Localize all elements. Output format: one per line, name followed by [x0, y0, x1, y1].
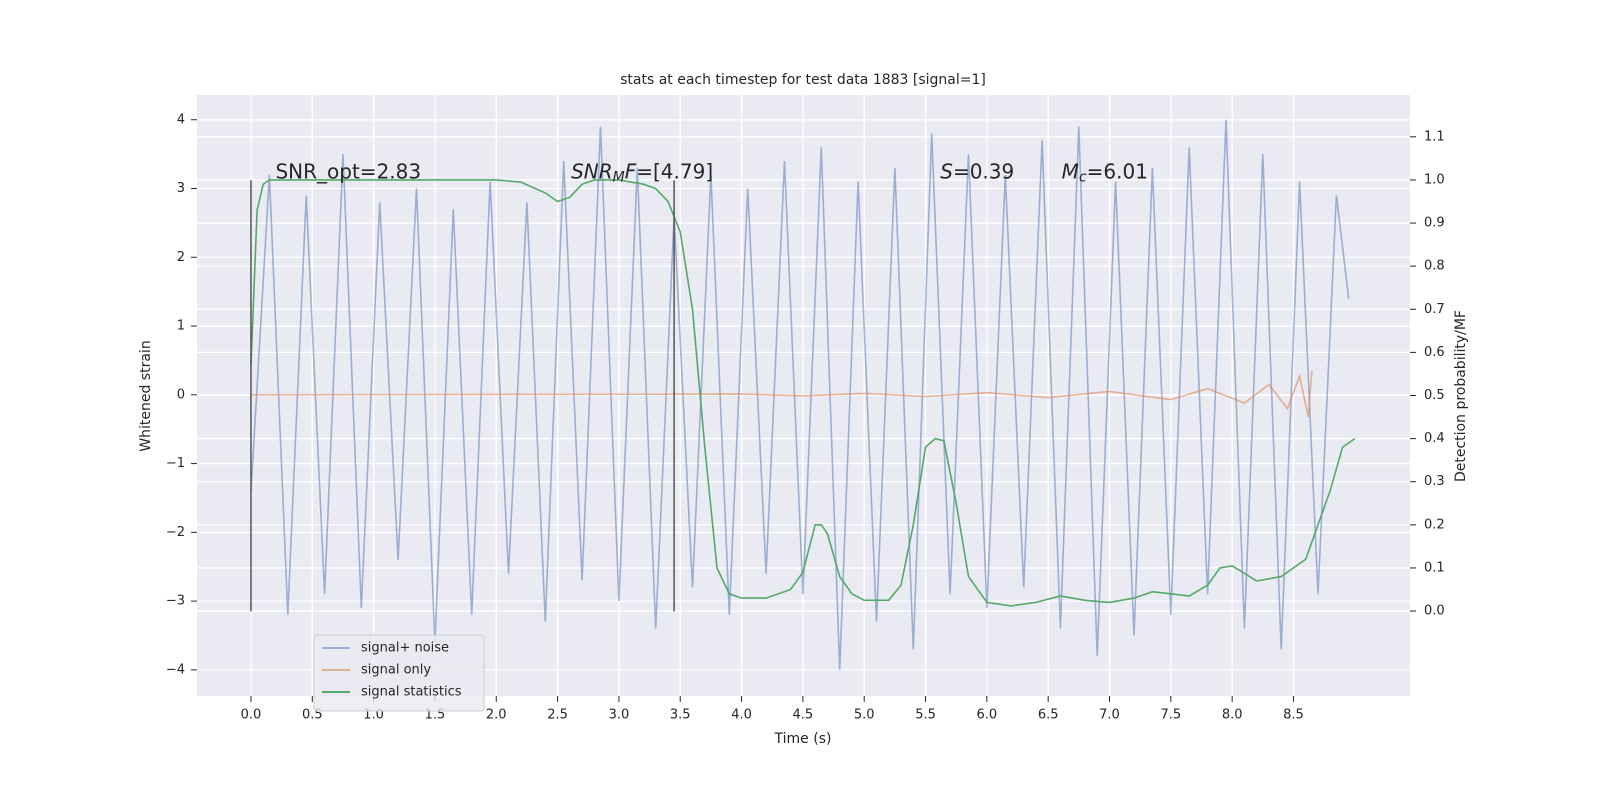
- y2-tick-label: 0.1: [1424, 560, 1445, 575]
- legend-box: [313, 634, 485, 712]
- y2-tick-label: 1.1: [1424, 129, 1445, 144]
- y2-tick-label: 0.0: [1424, 604, 1445, 619]
- annotation-part: M: [613, 170, 625, 186]
- x-tick-label: 7.5: [1160, 708, 1181, 723]
- annotation: SNR_opt=2.83: [275, 159, 421, 183]
- legend-label: signal only: [361, 663, 431, 678]
- x-axis-label: Time (s): [774, 731, 832, 747]
- annotation-part: S: [940, 159, 953, 183]
- legend-label: signal+ noise: [361, 641, 449, 656]
- x-tick-label: 3.0: [609, 708, 630, 723]
- x-tick-label: 2.5: [547, 708, 568, 723]
- x-tick-label: 0.0: [241, 708, 262, 723]
- y2-tick-label: 0.7: [1424, 302, 1445, 317]
- y2-tick-label: 0.4: [1424, 431, 1445, 446]
- y2-tick-label: 0.5: [1424, 388, 1445, 403]
- chart-title: stats at each timestep for test data 188…: [620, 72, 986, 88]
- x-tick-label: 4.5: [793, 708, 814, 723]
- y-tick-label: 4: [177, 112, 185, 127]
- y2-tick-label: 0.8: [1424, 259, 1445, 274]
- x-tick-label: 5.0: [854, 708, 875, 723]
- x-tick-label: 2.0: [486, 708, 507, 723]
- y-tick-label: −1: [166, 456, 185, 471]
- y-tick-label: 3: [177, 181, 185, 196]
- annotation: Mc=6.01: [1062, 159, 1148, 186]
- annotation-part: SNR: [571, 159, 613, 183]
- y2-tick-label: 0.6: [1424, 345, 1445, 360]
- y-tick-label: −2: [166, 525, 185, 540]
- annotation: S=0.39: [940, 159, 1014, 183]
- x-tick-label: 6.0: [977, 708, 998, 723]
- y-tick-label: −3: [166, 594, 185, 609]
- annotation-part: M: [1062, 159, 1079, 183]
- annotation-part: c: [1079, 170, 1087, 186]
- y2-tick-label: 0.9: [1424, 216, 1445, 231]
- series-line: [250, 370, 1313, 417]
- y-tick-label: −4: [166, 662, 185, 677]
- series-line: [250, 179, 1356, 607]
- x-tick-label: 3.5: [670, 708, 691, 723]
- annotation: SNRMF=[4.79]: [571, 159, 713, 186]
- x-tick-label: 5.5: [915, 708, 936, 723]
- y2-tick-label: 0.3: [1424, 474, 1445, 489]
- x-tick-label: 7.0: [1099, 708, 1120, 723]
- annotation-part: F: [625, 159, 637, 183]
- x-tick-label: 4.0: [731, 708, 752, 723]
- annotation-part: =[4.79]: [636, 159, 713, 183]
- y2-tick-label: 0.2: [1424, 517, 1445, 532]
- annotation-part: SNR_opt=2.83: [275, 159, 421, 183]
- x-tick-label: 6.5: [1038, 708, 1059, 723]
- annotation-part: =0.39: [953, 159, 1014, 183]
- x-tick-label: 8.0: [1222, 708, 1243, 723]
- y-tick-label: 0: [177, 387, 185, 402]
- y-axis-label: Whitened strain: [138, 340, 154, 451]
- y2-tick-label: 1.0: [1424, 172, 1445, 187]
- x-tick-label: 8.5: [1283, 708, 1304, 723]
- annotation-part: =6.01: [1087, 159, 1148, 183]
- y2-axis-label: Detection probability/MF: [1453, 310, 1469, 482]
- y-tick-label: 2: [177, 250, 185, 265]
- legend-label: signal statistics: [361, 685, 462, 700]
- y-tick-label: 1: [177, 319, 185, 334]
